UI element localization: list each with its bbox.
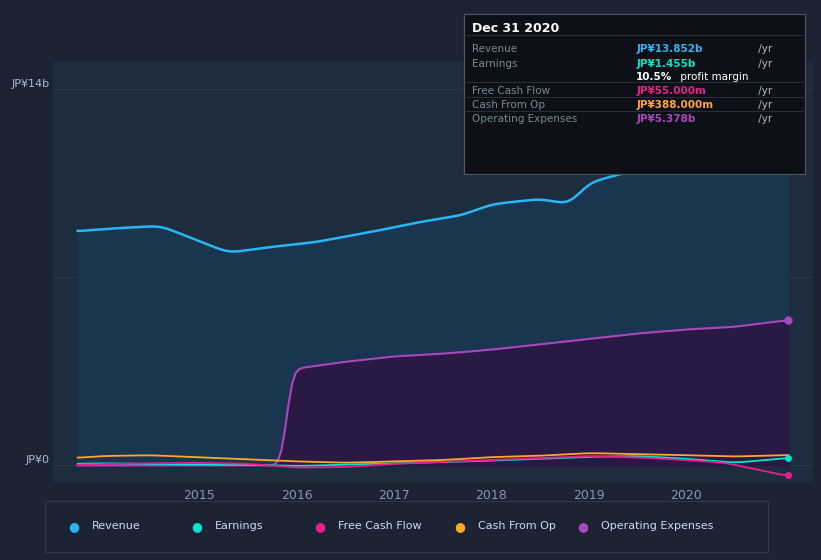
Text: JP¥0: JP¥0 — [25, 455, 49, 465]
Text: /yr: /yr — [755, 59, 773, 69]
Text: JP¥1.455b: JP¥1.455b — [636, 59, 695, 69]
Text: Free Cash Flow: Free Cash Flow — [472, 86, 550, 96]
Text: /yr: /yr — [755, 86, 773, 96]
Text: Dec 31 2020: Dec 31 2020 — [472, 21, 559, 35]
Text: JP¥5.378b: JP¥5.378b — [636, 114, 695, 124]
Text: Revenue: Revenue — [472, 44, 517, 54]
Text: Cash From Op: Cash From Op — [472, 100, 545, 110]
Text: JP¥388.000m: JP¥388.000m — [636, 100, 713, 110]
Text: Revenue: Revenue — [92, 521, 140, 531]
Text: /yr: /yr — [755, 100, 773, 110]
Text: JP¥13.852b: JP¥13.852b — [636, 44, 703, 54]
Text: Free Cash Flow: Free Cash Flow — [338, 521, 422, 531]
Text: ●: ● — [68, 520, 80, 533]
Text: JP¥14b: JP¥14b — [11, 78, 49, 88]
Text: 10.5%: 10.5% — [636, 72, 672, 82]
Text: ●: ● — [577, 520, 589, 533]
Text: ●: ● — [314, 520, 326, 533]
Text: /yr: /yr — [755, 44, 773, 54]
Text: Earnings: Earnings — [472, 59, 517, 69]
Text: Operating Expenses: Operating Expenses — [472, 114, 577, 124]
Text: profit margin: profit margin — [677, 72, 749, 82]
Text: Earnings: Earnings — [215, 521, 264, 531]
Text: Cash From Op: Cash From Op — [478, 521, 556, 531]
Text: ●: ● — [454, 520, 466, 533]
Text: Operating Expenses: Operating Expenses — [601, 521, 713, 531]
Text: JP¥55.000m: JP¥55.000m — [636, 86, 706, 96]
Text: ●: ● — [191, 520, 203, 533]
Text: /yr: /yr — [755, 114, 773, 124]
